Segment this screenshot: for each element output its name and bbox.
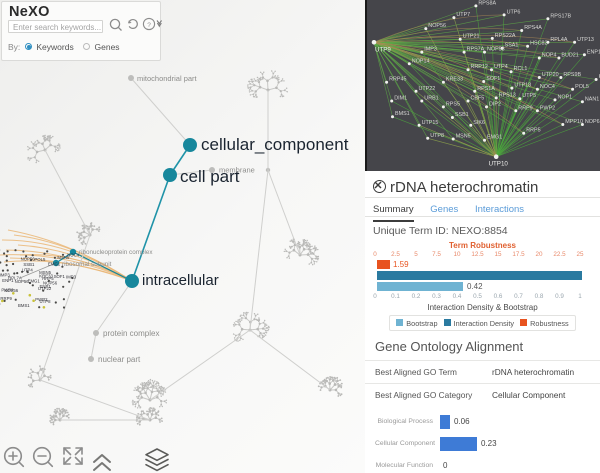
svg-text:NOP6: NOP6 [585,119,600,125]
svg-text:UTP13: UTP13 [577,37,594,43]
svg-text:NOP1: NOP1 [558,94,573,100]
svg-text:NOC4: NOC4 [67,252,80,257]
svg-text:BMS1: BMS1 [395,111,410,117]
svg-text:SOF1: SOF1 [54,274,66,279]
svg-text:UTP20: UTP20 [542,72,559,78]
svg-text:NOP14: NOP14 [412,58,430,64]
svg-text:SSB1: SSB1 [455,112,469,118]
svg-text:DIP2: DIP2 [489,101,501,107]
svg-text:UTP21: UTP21 [463,34,480,40]
svg-text:NAN1: NAN1 [585,96,599,102]
svg-text:UTP18: UTP18 [514,83,531,89]
svg-text:intracellular: intracellular [142,272,219,289]
svg-text:EMG1: EMG1 [28,278,41,283]
svg-text:RRP5: RRP5 [526,128,540,134]
svg-text:?: ? [147,22,151,29]
svg-text:SIK6: SIK6 [473,120,485,126]
svg-text:KRE33: KRE33 [39,274,53,279]
svg-text:BUD21: BUD21 [561,53,578,59]
svg-text:RPS4A: RPS4A [524,25,542,31]
svg-text:UTP6: UTP6 [507,9,521,15]
svg-text:RRP9: RRP9 [518,105,532,111]
svg-text:SSB1: SSB1 [23,262,35,267]
svg-text:protein complex: protein complex [103,329,159,338]
svg-text:NOC4: NOC4 [540,84,555,90]
svg-text:nuclear part: nuclear part [98,355,141,364]
svg-text:RPS13: RPS13 [499,92,516,98]
svg-text:RPS9B: RPS9B [563,72,581,78]
svg-text:IMP3: IMP3 [66,275,77,280]
svg-text:UTP7: UTP7 [456,12,470,18]
svg-text:URB1: URB1 [424,96,438,102]
svg-text:EMG1: EMG1 [48,262,61,267]
svg-text:KRE33: KRE33 [446,77,463,83]
svg-text:RPS1A: RPS1A [477,86,495,92]
svg-text:NOP58: NOP58 [487,47,505,53]
svg-text:SSA1: SSA1 [505,43,519,49]
svg-text:RPL7A: RPL7A [8,275,22,280]
svg-text:ENP1: ENP1 [587,49,600,55]
svg-text:cellular_component: cellular_component [201,135,349,154]
svg-text:POL5: POL5 [34,257,46,262]
svg-text:UTP8: UTP8 [430,133,444,139]
svg-text:RPS7A: RPS7A [467,47,485,53]
svg-text:BMS1: BMS1 [18,303,30,308]
svg-text:ribosomal subunit: ribosomal subunit [62,261,112,268]
svg-text:HSC82: HSC82 [530,41,547,47]
svg-text:RCL1: RCL1 [514,66,528,72]
svg-text:UTP15: UTP15 [422,120,439,126]
svg-text:EMG1: EMG1 [487,135,502,141]
svg-text:RPL4A: RPL4A [550,37,567,43]
svg-text:NOP56: NOP56 [428,23,446,29]
svg-text:RPS22A: RPS22A [495,33,516,39]
svg-text:POL5: POL5 [575,84,589,90]
svg-text:PWP2: PWP2 [540,105,555,111]
svg-text:ribonucleoprotein complex: ribonucleoprotein complex [79,249,153,256]
svg-text:RRP12: RRP12 [471,64,488,70]
svg-text:MPP10: MPP10 [565,119,583,125]
svg-text:UTP4: UTP4 [494,64,508,70]
svg-text:SOF1: SOF1 [486,76,500,82]
svg-text:PWP2: PWP2 [1,287,14,292]
svg-text:mitochondrial part: mitochondrial part [137,74,198,83]
svg-text:IMP3: IMP3 [424,47,437,53]
svg-text:RRP45: RRP45 [389,77,406,83]
svg-text:UTP5: UTP5 [522,93,536,99]
svg-text:DIM1: DIM1 [394,96,407,102]
svg-text:UTP10: UTP10 [489,161,509,168]
svg-text:UTP4: UTP4 [22,268,34,273]
svg-text:membrane: membrane [219,166,255,175]
svg-text:RPS17B: RPS17B [550,13,571,19]
svg-text:UTP22: UTP22 [419,86,436,92]
svg-text:CBF5: CBF5 [471,96,485,102]
svg-text:PWP2: PWP2 [35,297,48,302]
svg-text:MSN5: MSN5 [456,134,471,140]
svg-text:ENP1: ENP1 [40,284,52,289]
svg-text:RPS5: RPS5 [446,101,460,107]
svg-text:NOP56: NOP56 [21,256,36,261]
svg-text:UTP9: UTP9 [375,46,391,53]
svg-text:RPS8A: RPS8A [478,0,496,6]
svg-text:NOP4: NOP4 [542,53,557,59]
